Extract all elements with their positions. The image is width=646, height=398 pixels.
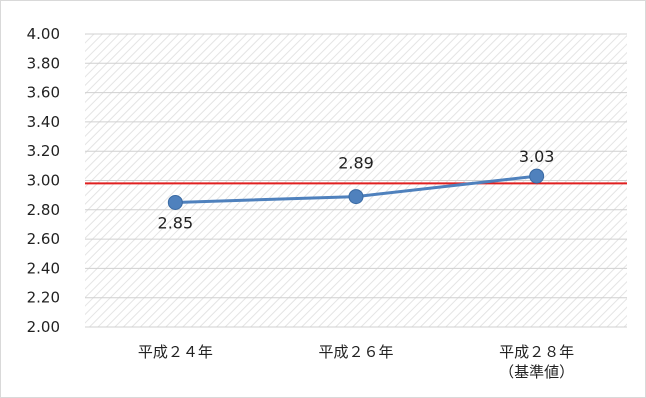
y-tick-label: 3.60 <box>27 84 60 102</box>
y-tick-label: 2.40 <box>27 259 60 277</box>
y-tick-label: 2.20 <box>27 289 60 307</box>
data-point <box>167 194 183 210</box>
y-tick-label: 4.00 <box>27 25 60 43</box>
data-label: 2.89 <box>338 154 374 173</box>
grid-lines <box>85 33 627 328</box>
data-labels: 2.85 2.89 3.03 <box>158 147 555 232</box>
series-group <box>167 168 545 210</box>
y-tick-label: 3.00 <box>27 172 60 190</box>
x-axis-ticks: 平成２４年 平成２６年 平成２８年（基準値） <box>138 343 574 381</box>
x-tick-label: 平成２４年 <box>138 343 213 361</box>
data-point <box>529 168 545 184</box>
y-tick-label: 3.80 <box>27 54 60 72</box>
x-tick-label: 平成２６年 <box>318 343 393 361</box>
data-point <box>348 189 364 205</box>
data-label: 2.85 <box>158 213 194 232</box>
data-label: 3.03 <box>519 147 555 166</box>
y-tick-label: 3.20 <box>27 142 60 160</box>
y-axis-ticks: 2.00 2.20 2.40 2.60 2.80 3.00 3.20 3.40 3.60 3.80… <box>27 25 60 336</box>
y-tick-label: 2.00 <box>27 318 60 336</box>
x-tick-label: 平成２８年（基準値） <box>499 343 574 381</box>
y-tick-label: 2.80 <box>27 201 60 219</box>
y-tick-label: 2.60 <box>27 230 60 248</box>
y-tick-label: 3.40 <box>27 113 60 131</box>
